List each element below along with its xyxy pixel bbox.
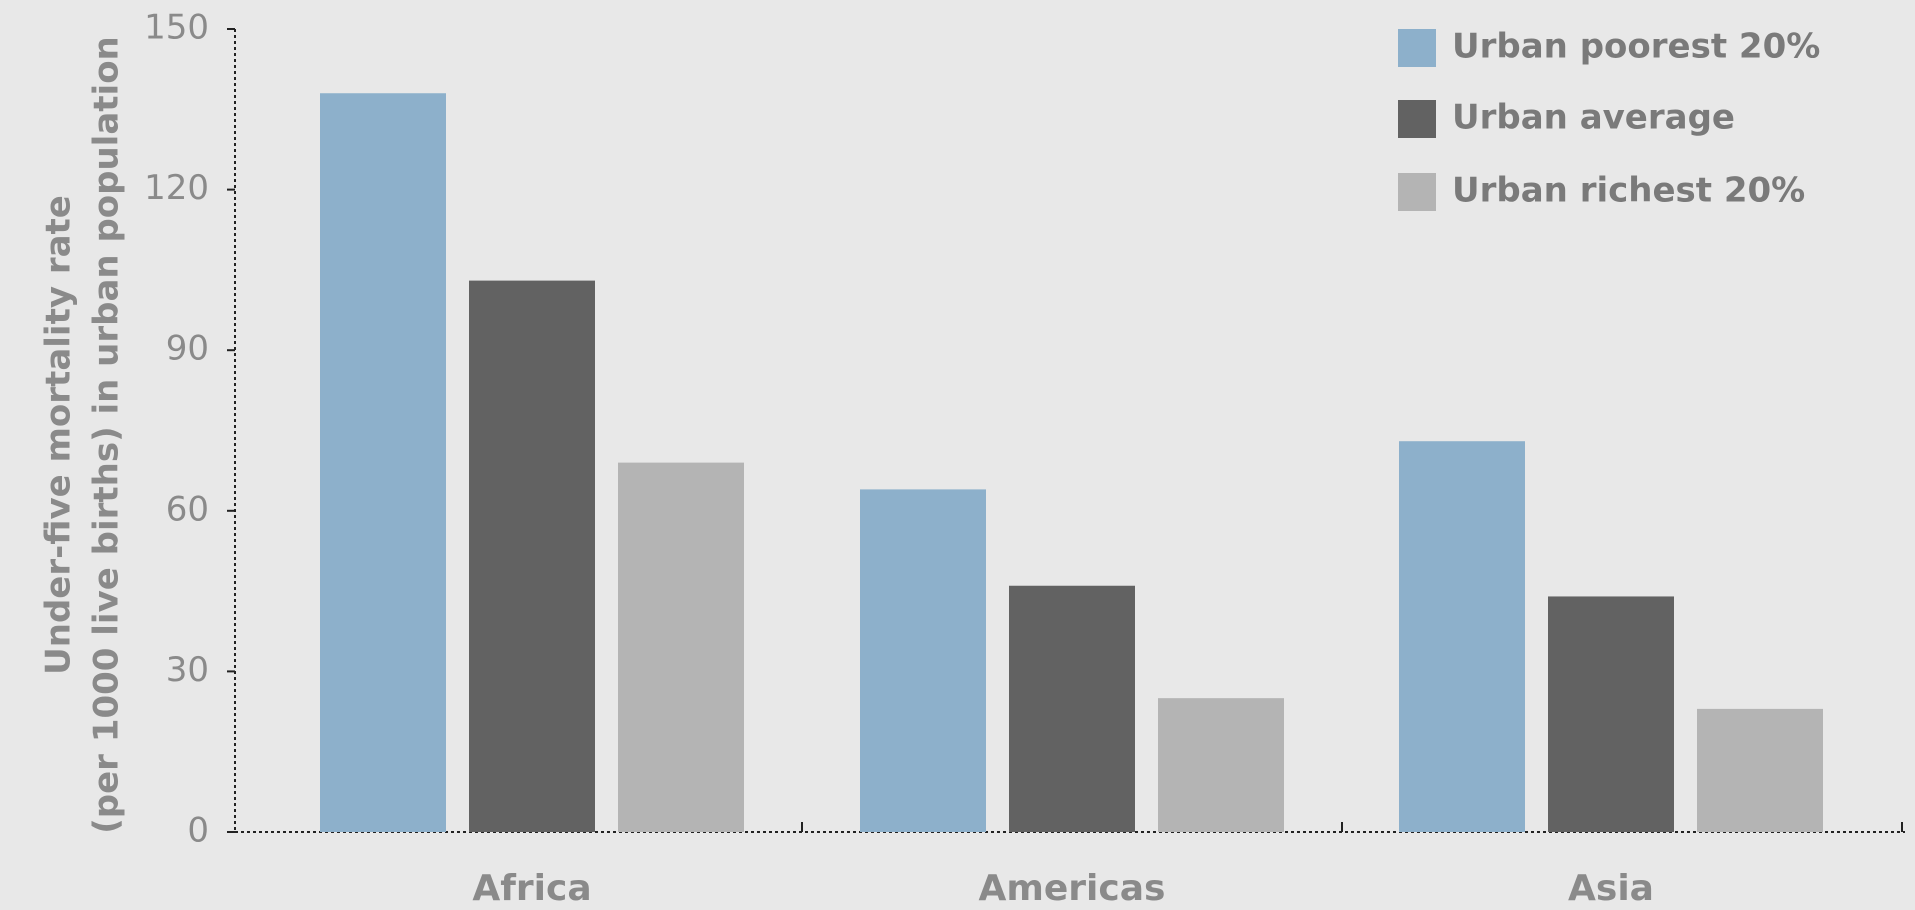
legend: Urban poorest 20% Urban average Urban rich… bbox=[1398, 27, 1820, 211]
legend-swatch bbox=[1398, 173, 1436, 211]
bar bbox=[1009, 585, 1135, 832]
bar bbox=[1158, 698, 1284, 832]
y-axis-title-line: (per 1000 live births) in urban populati… bbox=[87, 36, 127, 834]
legend-swatch bbox=[1398, 100, 1436, 138]
bar bbox=[860, 489, 986, 832]
x-category-label: Americas bbox=[979, 868, 1166, 909]
legend-label: Urban richest 20% bbox=[1452, 171, 1805, 211]
x-category-label: Africa bbox=[472, 868, 591, 909]
y-axis-title: Under-five mortality rate (per 1000 live … bbox=[39, 36, 127, 834]
bar bbox=[1399, 441, 1525, 832]
bar bbox=[1697, 708, 1823, 832]
y-tick-label: 60 bbox=[166, 489, 209, 529]
x-category-label: Asia bbox=[1568, 868, 1654, 909]
x-axis: Africa Americas Asia bbox=[235, 822, 1905, 909]
bar bbox=[618, 462, 744, 832]
legend-swatch bbox=[1398, 29, 1436, 67]
y-tick-label: 150 bbox=[144, 8, 209, 48]
y-axis: 0 30 60 90 120 150 bbox=[144, 8, 236, 851]
bar bbox=[1548, 596, 1674, 832]
y-tick-label: 0 bbox=[187, 811, 209, 851]
legend-label: Urban average bbox=[1452, 98, 1735, 138]
y-tick-label: 30 bbox=[166, 650, 209, 690]
y-tick-label: 90 bbox=[166, 329, 209, 369]
bars bbox=[320, 93, 1823, 833]
legend-label: Urban poorest 20% bbox=[1452, 27, 1820, 67]
y-axis-title-line: Under-five mortality rate bbox=[39, 195, 79, 675]
bar bbox=[320, 93, 446, 833]
y-tick-label: 120 bbox=[144, 168, 209, 208]
bar bbox=[469, 280, 595, 832]
